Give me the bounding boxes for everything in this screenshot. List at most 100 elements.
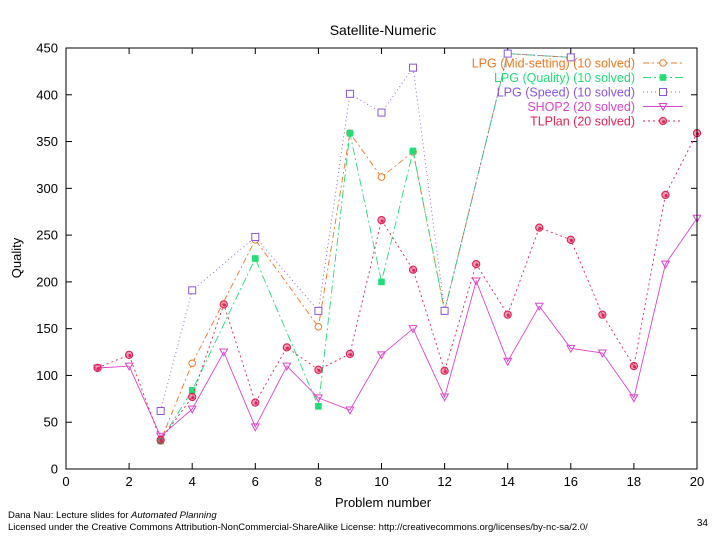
- data-point-series-3: [282, 362, 292, 371]
- y-tick-label: 450: [36, 41, 58, 56]
- data-point-series-2: [503, 49, 512, 58]
- plot-frame: [65, 47, 698, 470]
- y-tick-label: 50: [44, 415, 58, 430]
- data-point-series-4: [629, 361, 639, 371]
- legend-marker-2: [659, 88, 667, 96]
- data-point-series-4: [345, 349, 355, 359]
- data-point-series-4-core: [317, 369, 321, 373]
- data-point-series-4-core: [254, 401, 258, 405]
- data-point-series-4-core: [286, 346, 290, 350]
- data-point-series-3: [219, 348, 229, 357]
- x-tick-label: 4: [189, 474, 196, 489]
- data-point-series-3: [597, 349, 608, 358]
- series-line-3: [97, 218, 698, 438]
- x-tick-label: 14: [500, 474, 514, 489]
- x-tick-label: 10: [374, 474, 388, 489]
- data-point-series-4: [661, 190, 670, 200]
- x-tick-label: 18: [627, 474, 641, 489]
- legend: LPG (Mid-setting) (10 solved)LPG (Qualit…: [472, 57, 683, 129]
- data-point-series-2: [251, 232, 260, 241]
- data-point-series-4-core: [222, 303, 226, 307]
- legend-marker-3: [658, 103, 668, 112]
- data-point-series-3: [629, 394, 639, 403]
- data-point-series-4-core: [443, 369, 447, 373]
- data-point-series-2: [188, 286, 197, 295]
- data-point-series-1: [188, 387, 196, 394]
- data-point-series-3: [345, 406, 355, 415]
- x-tick-label: 20: [690, 474, 704, 489]
- x-tick-label: 0: [62, 474, 69, 489]
- data-point-series-4-core: [96, 367, 100, 371]
- data-point-series-4: [535, 223, 544, 232]
- data-point-series-3: [660, 260, 671, 269]
- data-point-series-4: [156, 435, 165, 445]
- data-point-series-3: [439, 393, 450, 402]
- x-axis-label: Problem number: [335, 495, 432, 510]
- footer-author: Dana Nau: Lecture slides for: [8, 510, 132, 521]
- x-tick-label: 2: [125, 474, 132, 489]
- data-point-series-4: [219, 300, 228, 309]
- x-tick-label: 12: [437, 474, 451, 489]
- footer-license: Licensed under the Creative Commons Attr…: [8, 522, 588, 533]
- data-point-series-3: [503, 357, 513, 367]
- data-point-series-3: [313, 394, 324, 403]
- data-point-series-4-core: [570, 238, 573, 242]
- page-number: 34: [696, 518, 708, 529]
- data-point-series-0: [188, 359, 196, 368]
- data-point-series-2: [156, 406, 165, 415]
- legend-marker-4: [658, 116, 668, 126]
- data-point-series-1: [315, 403, 322, 410]
- data-point-series-4: [471, 259, 481, 269]
- legend-label-4: TLPlan (20 solved): [530, 115, 635, 129]
- y-tick-label: 0: [51, 462, 58, 477]
- series-line-1: [160, 53, 571, 442]
- data-point-series-4: [566, 235, 575, 244]
- data-point-series-4: [93, 363, 102, 373]
- y-tick-label: 350: [36, 134, 58, 149]
- legend-marker-1: [659, 74, 667, 81]
- data-point-series-4-core: [412, 268, 416, 272]
- legend-label-1: LPG (Quality) (10 solved): [494, 71, 635, 85]
- data-point-series-0: [314, 322, 323, 331]
- series-line-4: [97, 132, 698, 441]
- data-point-series-3: [471, 277, 481, 286]
- data-point-series-4-core: [664, 194, 668, 198]
- legend-marker-0: [659, 59, 667, 67]
- x-tick-label: 8: [315, 474, 322, 489]
- data-point-series-4-core: [380, 219, 384, 223]
- data-point-series-4-core: [506, 313, 510, 317]
- data-point-series-3: [187, 405, 197, 414]
- y-tick-label: 400: [36, 87, 58, 102]
- data-point-series-1: [346, 129, 354, 137]
- footer-credit: Dana Nau: Lecture slides for Automated P…: [8, 510, 217, 521]
- data-point-series-4-core: [349, 353, 353, 357]
- data-point-series-4: [408, 265, 418, 274]
- data-point-series-3: [250, 423, 260, 432]
- data-point-series-4: [377, 215, 386, 225]
- legend-marker-4-core: [662, 120, 666, 124]
- x-tick-label: 6: [252, 474, 259, 489]
- data-point-series-4-core: [475, 263, 479, 267]
- data-point-series-4: [282, 343, 291, 352]
- legend-label-3: SHOP2 (20 solved): [527, 100, 635, 114]
- data-point-series-3: [408, 325, 418, 334]
- data-point-series-4-core: [601, 313, 605, 317]
- data-point-series-1: [409, 147, 417, 155]
- data-point-series-4-core: [128, 354, 132, 358]
- data-point-series-4: [188, 392, 197, 402]
- series-layer: [92, 49, 702, 445]
- chart-title: Satellite-Numeric: [330, 22, 437, 38]
- data-point-series-3: [566, 344, 576, 354]
- data-point-series-4: [598, 310, 607, 319]
- data-point-series-4: [440, 366, 449, 375]
- y-tick-label: 100: [36, 368, 58, 383]
- data-point-series-4-core: [159, 439, 163, 443]
- data-point-series-4: [124, 350, 134, 360]
- data-point-series-4: [251, 398, 260, 407]
- x-tick-label: 16: [564, 474, 578, 489]
- data-point-series-2: [314, 306, 323, 315]
- tick-layer: 0 2 4 6 8 10 12 14 16 18 2005010015020025030035040…: [36, 41, 704, 490]
- footer-book-title: Automated Planning: [131, 510, 217, 521]
- data-point-series-1: [252, 255, 259, 262]
- data-point-series-1: [378, 278, 385, 286]
